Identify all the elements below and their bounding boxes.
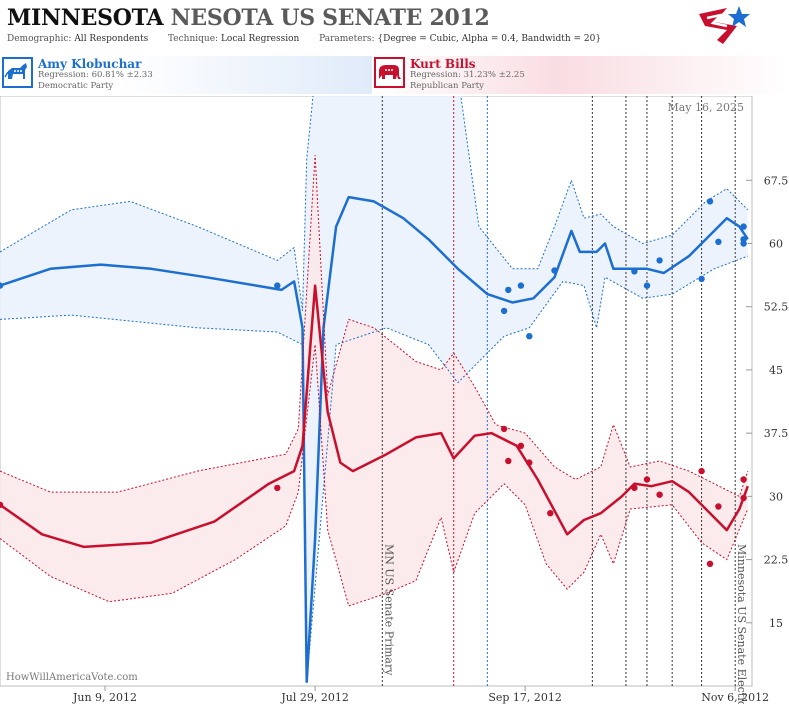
poll-point (547, 510, 554, 517)
poll-point (505, 457, 512, 465)
poll-point (740, 223, 747, 230)
poll-point (274, 282, 281, 289)
poll-point (643, 282, 651, 289)
lower-bound-line (0, 255, 748, 682)
poll-point (698, 467, 705, 475)
poll-point (500, 307, 508, 315)
date-label: May 16, 2025 (667, 101, 744, 114)
y-tick-label: 52.5 (764, 301, 789, 314)
y-tick-label: 45 (769, 364, 783, 377)
label-layer: 15 22.5 30 37.5 45 52.5 60 67.5 Jun 9, 2012 Jul 2… (72, 174, 789, 708)
poll-point (656, 491, 663, 498)
regression-line (0, 284, 749, 549)
band-layer (0, 96, 748, 682)
candidate-party-dem: Democratic Party (38, 81, 114, 91)
page-title: MINNESOTA NESOTA US SENATE 2012 (7, 5, 490, 31)
poll-point (715, 503, 722, 510)
parameters-bar: Demographic: All Respondents Technique: … (7, 34, 601, 44)
poll-point (656, 257, 663, 264)
demographic-value: All Respondents (74, 34, 149, 44)
y-tick-label: 15 (769, 617, 783, 630)
technique-value: Local Regression (220, 34, 300, 44)
poll-point (526, 459, 533, 466)
y-tick-label: 22.5 (764, 554, 789, 567)
poll-point (715, 238, 722, 245)
candidate-regression-dem: Regression: 60.81% ±2.33 (38, 70, 153, 80)
upper-bound-line (0, 154, 749, 498)
x-tick-label: Sep 17, 2012 (488, 691, 562, 704)
poll-point (740, 494, 747, 502)
line-layer (0, 96, 749, 684)
regression-chart: 15 22.5 30 37.5 45 52.5 60 67.5 Jun 9, 2012 Jul 2… (0, 95, 789, 708)
upper-bound-line (0, 96, 749, 311)
x-tick-label: Jul 29, 2012 (280, 691, 349, 704)
title-race: NESOTA US SENATE 2012 (170, 5, 490, 31)
y-tick-label: 37.5 (764, 427, 789, 440)
poll-point (706, 560, 714, 567)
poll-point (517, 442, 525, 449)
candidate-name-dem[interactable]: Amy Klobuchar (38, 57, 142, 71)
technique-label: Technique: (168, 34, 219, 44)
poll-point (740, 240, 747, 247)
poll-point (500, 425, 508, 433)
poll-point (643, 476, 651, 483)
poll-point (0, 282, 4, 289)
candidate-party-rep: Republican Party (410, 81, 484, 91)
poll-point (551, 267, 558, 274)
watermark: HowWillAmericaVote.com (6, 672, 138, 683)
header: MINNESOTA NESOTA US SENATE 2012 Demograp… (0, 0, 789, 54)
title-state: MINNESOTA (7, 5, 164, 31)
regression-line (0, 195, 749, 684)
x-tick-label: Jun 9, 2012 (72, 691, 137, 704)
poll-point (631, 268, 638, 275)
y-tick-label: 60 (769, 238, 783, 251)
poll-point (274, 484, 281, 492)
poll-point (517, 282, 525, 289)
parameters-label: Parameters: (319, 34, 375, 44)
candidate-regression-rep: Regression: 31.23% ±2.25 (410, 70, 525, 80)
poll-point (526, 333, 533, 340)
x-tick-label: Nov 6, 2012 (701, 691, 769, 704)
elephant-icon (374, 57, 405, 88)
y-tick-label: 30 (769, 490, 783, 503)
candidate-panel-dem: Amy Klobuchar Regression: 60.81% ±2.33 D… (0, 56, 395, 94)
event-label: MN US Senate Primary (382, 544, 395, 676)
poll-point (698, 275, 705, 283)
lower-bound-line (0, 344, 749, 607)
parameters-value: {Degree = Cubic, Alpha = 0.4, Bandwidth … (377, 34, 602, 44)
donkey-icon (2, 57, 33, 88)
candidate-name-rep[interactable]: Kurt Bills (410, 57, 476, 71)
poll-point (706, 198, 714, 205)
confidence-band (0, 96, 748, 682)
poll-point (740, 476, 747, 483)
confidence-band (0, 155, 748, 606)
chart-svg: 15 22.5 30 37.5 45 52.5 60 67.5 Jun 9, 2012 Jul 2… (0, 95, 789, 708)
poll-point (0, 501, 4, 508)
demographic-label: Demographic: (7, 34, 72, 44)
poll-point (505, 286, 512, 294)
poll-point (631, 484, 638, 492)
candidate-panel-rep: Kurt Bills Regression: 31.23% ±2.25 Repu… (372, 56, 789, 94)
site-logo[interactable] (697, 4, 751, 48)
event-label: Minnesota US Senate Election (735, 544, 748, 704)
y-tick-label: 67.5 (764, 174, 789, 187)
point-layer (0, 198, 747, 567)
